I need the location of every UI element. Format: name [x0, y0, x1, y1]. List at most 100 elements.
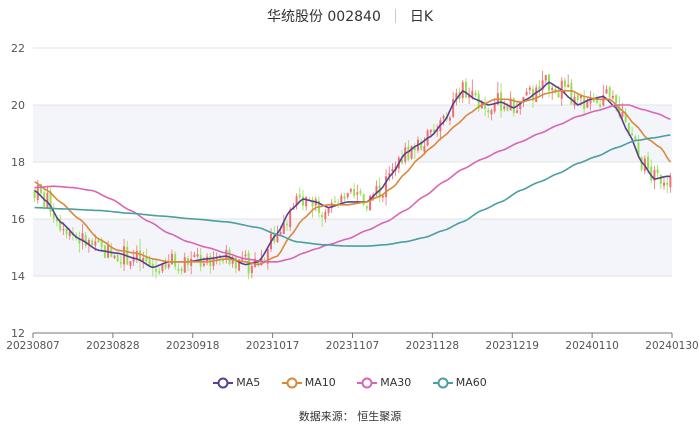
candle	[282, 214, 285, 235]
candle	[631, 126, 634, 136]
candle	[624, 108, 627, 123]
legend-ma5[interactable]: MA5	[213, 376, 260, 389]
candle-body	[282, 222, 285, 234]
candle-body	[145, 255, 148, 262]
candle-body	[139, 250, 142, 262]
candle-body	[522, 97, 525, 103]
legend-label: MA60	[455, 376, 487, 389]
candle-body	[512, 98, 515, 113]
candle	[349, 187, 352, 195]
candle-body	[503, 106, 506, 110]
candle	[369, 194, 372, 211]
ma-line-ma30	[34, 104, 671, 263]
candle	[155, 259, 157, 279]
data-source: 数据来源： 恒生聚源	[298, 410, 402, 423]
candle-body	[199, 254, 202, 267]
x-tick-label: 20231017	[246, 340, 299, 352]
candle-body	[595, 100, 598, 103]
candle-body	[295, 196, 298, 206]
candle	[225, 245, 228, 264]
candle-body	[592, 99, 595, 102]
candle	[669, 173, 672, 193]
candle-body	[528, 87, 531, 90]
candle-body	[471, 90, 474, 98]
candle-body	[659, 174, 662, 185]
candle-body	[356, 192, 359, 195]
candle	[589, 91, 592, 111]
candle-body	[362, 194, 365, 205]
x-tick-label: 20231107	[326, 340, 379, 352]
candle-body	[231, 257, 234, 264]
legend-ma60[interactable]: MA60	[432, 376, 487, 389]
candle-body	[631, 133, 634, 136]
candle	[381, 194, 384, 203]
candle-body	[81, 233, 84, 242]
candle-body	[669, 176, 672, 188]
candle	[544, 74, 547, 84]
candle	[391, 163, 394, 180]
candle-body	[385, 176, 388, 197]
candle-body	[541, 80, 544, 90]
candle-body	[100, 241, 103, 247]
candle-body	[538, 85, 541, 92]
period-label: 日K	[409, 9, 434, 25]
candle	[586, 97, 589, 109]
candle	[567, 74, 570, 88]
candle-body	[340, 195, 343, 203]
candle-body	[365, 206, 368, 209]
candle-body	[119, 261, 122, 264]
candle	[455, 88, 458, 106]
candle	[410, 145, 413, 160]
candle-body	[279, 232, 282, 235]
candle-body	[599, 104, 602, 107]
kline-chart: 12 14 16 18 20 22 20230807 20230828 20230918 2023…	[6, 42, 698, 352]
candle-body	[308, 198, 311, 201]
candle-body	[436, 129, 439, 132]
candle	[135, 245, 138, 264]
candle-body	[212, 257, 215, 266]
candle-body	[413, 147, 416, 151]
x-tick-label: 20231219	[486, 340, 539, 352]
candle-body	[91, 240, 94, 246]
candle	[490, 108, 493, 121]
candle-body	[158, 270, 161, 274]
legend-ma30[interactable]: MA30	[357, 376, 411, 389]
candle	[362, 192, 365, 207]
candle-body	[464, 81, 467, 98]
candle-body	[349, 189, 352, 192]
candle-body	[369, 195, 372, 211]
candle	[174, 251, 177, 270]
candle-body	[155, 269, 157, 272]
candle	[161, 263, 164, 274]
candle	[196, 247, 199, 259]
candle	[420, 138, 423, 152]
candle	[663, 178, 666, 190]
candle	[59, 214, 62, 233]
candle	[158, 267, 161, 276]
candle-body	[244, 254, 247, 257]
legend-ma10[interactable]: MA10	[281, 376, 336, 389]
candle	[91, 238, 94, 246]
candle	[365, 204, 368, 212]
candle	[177, 263, 180, 274]
candle	[653, 166, 656, 190]
candle-body	[401, 159, 404, 164]
candle-body	[238, 259, 241, 271]
candle-body	[576, 95, 579, 101]
candle	[340, 193, 343, 205]
candle-body	[234, 257, 237, 269]
candle-body	[666, 182, 669, 185]
candle	[599, 99, 602, 109]
candle-body	[650, 166, 653, 181]
y-tick-label: 14	[11, 270, 25, 283]
candle	[448, 115, 451, 126]
candle-body	[59, 221, 62, 231]
candle-body	[452, 99, 455, 117]
candle-body	[615, 95, 618, 104]
candle-body	[388, 173, 391, 176]
candle-body	[135, 250, 138, 260]
candle-body	[647, 156, 650, 169]
candle-body	[602, 95, 605, 106]
legend-label: MA5	[236, 376, 261, 389]
